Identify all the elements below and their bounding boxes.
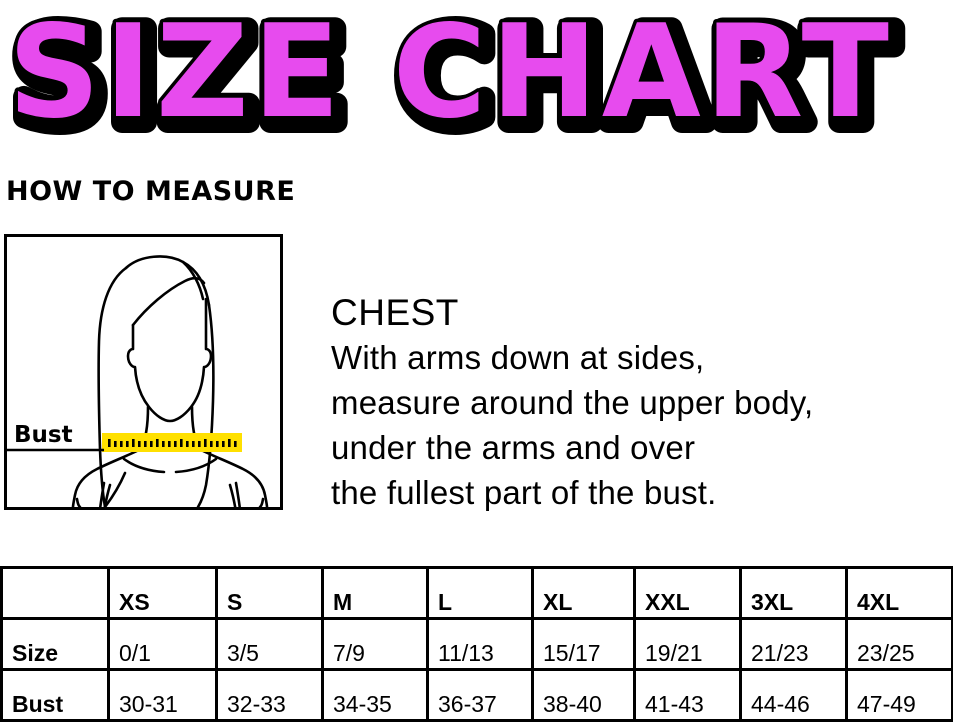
bust-contour-right xyxy=(234,481,241,507)
cell-bust-s: 32-33 xyxy=(215,668,324,722)
measuring-tape xyxy=(102,433,242,452)
torso-side-left xyxy=(103,483,112,507)
chest-heading: CHEST xyxy=(331,292,459,333)
table-row-size: Size 0/1 3/5 7/9 11/13 15/17 19/21 21/23… xyxy=(0,617,953,671)
cell-size-xxl: 19/21 xyxy=(633,617,742,671)
column-header-3xl: 3XL xyxy=(739,566,848,620)
chest-line-1: With arms down at sides, xyxy=(331,339,705,376)
column-header-xl: XL xyxy=(531,566,636,620)
column-header-s: S xyxy=(215,566,324,620)
cell-size-xs: 0/1 xyxy=(107,617,218,671)
cell-bust-4xl: 47-49 xyxy=(845,668,953,722)
chest-line-2: measure around the upper body, xyxy=(331,384,814,421)
cell-size-m: 7/9 xyxy=(321,617,429,671)
cell-bust-xl: 38-40 xyxy=(531,668,636,722)
title-shadow: SIZE CHART xyxy=(14,4,899,152)
table-header-row: XS S M L XL XXL 3XL 4XL xyxy=(0,566,953,620)
cell-size-xl: 15/17 xyxy=(531,617,636,671)
table-row-bust: Bust 30-31 32-33 34-35 36-37 38-40 41-43… xyxy=(0,668,953,722)
size-table-container: XS S M L XL XXL 3XL 4XL Size 0/1 3/5 7/9… xyxy=(0,566,953,726)
female-figure-diagram xyxy=(7,255,269,507)
cell-size-4xl: 23/25 xyxy=(845,617,953,671)
cell-size-l: 11/13 xyxy=(426,617,534,671)
shoulder-left xyxy=(71,447,143,507)
bust-contour-left xyxy=(99,481,106,507)
how-to-measure-heading: HOW TO MEASURE xyxy=(6,176,296,207)
title-fill: SIZE CHART xyxy=(8,0,893,147)
tape-band xyxy=(102,433,242,452)
row-label-bust: Bust xyxy=(0,668,110,722)
column-header-xs: XS xyxy=(107,566,218,620)
cell-size-3xl: 21/23 xyxy=(739,617,848,671)
tape-ticks xyxy=(108,439,237,447)
measurement-illustration xyxy=(4,234,283,510)
collarbone-right xyxy=(174,457,218,474)
hair-fringe xyxy=(131,276,206,327)
arm-left-outer xyxy=(75,497,82,507)
cell-bust-l: 36-37 xyxy=(426,668,534,722)
shoulder-right xyxy=(197,447,269,507)
size-table: XS S M L XL XXL 3XL 4XL Size 0/1 3/5 7/9… xyxy=(0,566,953,722)
collarbone-left xyxy=(122,457,166,474)
table-corner-cell xyxy=(0,566,110,620)
cell-bust-3xl: 44-46 xyxy=(739,668,848,722)
chest-line-4: the fullest part of the bust. xyxy=(331,474,717,511)
column-header-xxl: XXL xyxy=(633,566,742,620)
hair-part xyxy=(181,260,205,301)
row-label-size: Size xyxy=(0,617,110,671)
cell-bust-xs: 30-31 xyxy=(107,668,218,722)
title-artwork: SIZE CHART SIZE CHART xyxy=(3,0,906,152)
column-header-m: M xyxy=(321,566,429,620)
chest-description: CHEST With arms down at sides, measure a… xyxy=(331,291,931,515)
cell-size-s: 3/5 xyxy=(215,617,324,671)
column-header-4xl: 4XL xyxy=(845,566,953,620)
chest-line-3: under the arms and over xyxy=(331,429,696,466)
torso-side-right xyxy=(228,483,237,507)
cell-bust-m: 34-35 xyxy=(321,668,429,722)
arm-right-outer xyxy=(258,497,265,507)
face-outline xyxy=(126,297,213,423)
page-title: SIZE CHART SIZE CHART xyxy=(0,0,953,152)
hair-left-tip xyxy=(103,471,127,507)
hair-left xyxy=(97,266,128,507)
figure-outline xyxy=(71,255,269,507)
column-header-l: L xyxy=(426,566,534,620)
cell-bust-xxl: 41-43 xyxy=(633,668,742,722)
